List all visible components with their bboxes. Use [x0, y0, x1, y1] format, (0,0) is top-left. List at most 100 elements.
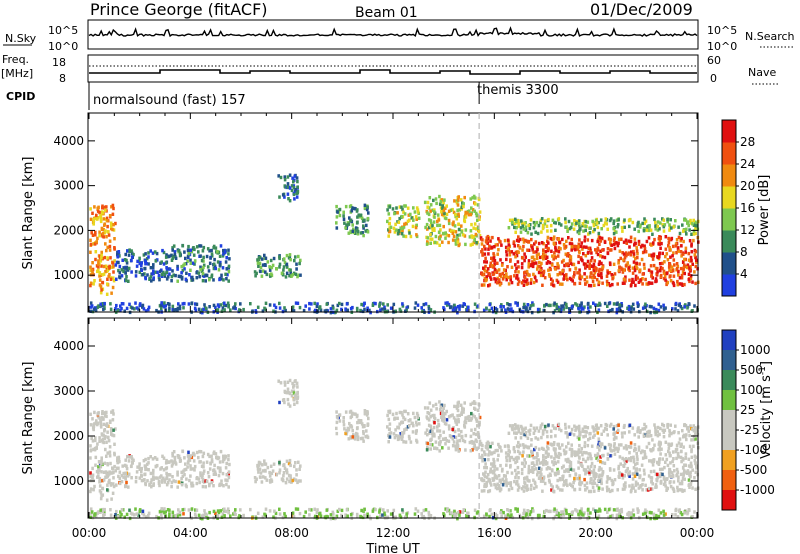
velocity-cell [444, 436, 447, 441]
velocity-cell [646, 430, 649, 435]
velocity-cell [597, 514, 601, 518]
power-cell [395, 228, 398, 232]
velocity-cell [402, 431, 406, 435]
velocity-cell [464, 420, 468, 425]
power-cell [165, 266, 168, 270]
velocity-cell [282, 471, 286, 475]
velocity-cell [283, 466, 287, 470]
power-cell [171, 248, 174, 252]
power-cell [509, 308, 512, 313]
power-cell [426, 205, 429, 209]
power-cell [471, 196, 474, 200]
velocity-cell [365, 413, 369, 417]
velocity-cell [147, 511, 151, 515]
power-cell [176, 308, 179, 312]
velocity-cell [694, 455, 698, 459]
velocity-cell [664, 460, 667, 464]
velocity-cell [94, 455, 98, 460]
velocity-cell [517, 485, 521, 490]
velocity-cell [429, 438, 432, 442]
velocity-cell [535, 455, 538, 460]
power-cell [446, 301, 449, 305]
power-cell [119, 304, 122, 308]
velocity-cell [227, 457, 230, 462]
velocity-cell [297, 460, 300, 464]
velocity-cell [535, 426, 539, 430]
velocity-cell [488, 489, 492, 493]
power-cell [509, 258, 512, 262]
power-cell [644, 305, 647, 309]
power-cell [524, 279, 527, 284]
power-cell [556, 262, 559, 266]
velocity-cell [461, 406, 464, 411]
velocity-cell [193, 512, 197, 516]
power-cell [105, 269, 109, 273]
power-cell [571, 279, 574, 283]
velocity-cell [396, 416, 399, 420]
power-cell [105, 216, 109, 220]
power-cell [141, 272, 145, 277]
power-cell [178, 307, 182, 311]
velocity-cell [547, 452, 550, 457]
power-cell [336, 303, 340, 308]
velocity-cell [438, 408, 442, 412]
power-cell [610, 273, 614, 277]
power-cell [264, 301, 268, 305]
power-cell [478, 210, 482, 214]
power-cell [118, 254, 121, 258]
power-cell [688, 279, 691, 284]
power-cell [433, 240, 437, 245]
power-cell [651, 257, 655, 261]
power-cell [534, 240, 538, 244]
velocity-cell [493, 450, 496, 455]
power-cell [156, 270, 159, 274]
velocity-cell [366, 422, 370, 426]
velocity-cell [193, 464, 197, 469]
velocity-cell [657, 442, 661, 446]
velocity-cell [201, 484, 205, 489]
power-cell [97, 262, 100, 266]
power-cell [572, 227, 576, 231]
power-cell [283, 185, 287, 189]
power-cell [344, 226, 347, 230]
power-cell [118, 275, 122, 280]
velocity-cell [591, 425, 594, 429]
power-cell [214, 305, 217, 310]
power-cell [612, 221, 615, 226]
power-cell [513, 244, 516, 248]
velocity-cell [286, 390, 290, 395]
velocity-cell [96, 422, 99, 427]
power-cell [632, 249, 635, 254]
power-cell [92, 282, 95, 286]
velocity-cell [220, 483, 223, 487]
power-cell [600, 236, 604, 241]
power-cell [506, 238, 510, 242]
velocity-cell [362, 509, 365, 513]
power-cell [117, 260, 120, 265]
velocity-cell [546, 434, 549, 439]
power-cell [470, 222, 473, 227]
power-cell [662, 218, 666, 222]
power-cell [107, 274, 110, 279]
power-cell [182, 306, 185, 310]
velocity-cell [523, 458, 526, 462]
velocity-cell [639, 484, 642, 488]
velocity-cell [101, 437, 105, 441]
power-cell [430, 237, 434, 241]
power-cell [356, 215, 359, 219]
power-cell [400, 205, 403, 209]
velocity-cell [412, 411, 415, 416]
power-cell [674, 301, 678, 306]
velocity-cell [197, 477, 201, 481]
velocity-cell [659, 452, 662, 456]
power-cell [286, 192, 290, 196]
power-cell [415, 206, 419, 210]
power-cell [401, 229, 404, 233]
velocity-cell [601, 460, 604, 465]
velocity-cell [621, 487, 625, 491]
velocity-cell [104, 447, 107, 452]
velocity-cell [459, 403, 463, 407]
power-cell [294, 255, 297, 259]
power-cell [532, 261, 536, 266]
velocity-cell [404, 440, 408, 444]
